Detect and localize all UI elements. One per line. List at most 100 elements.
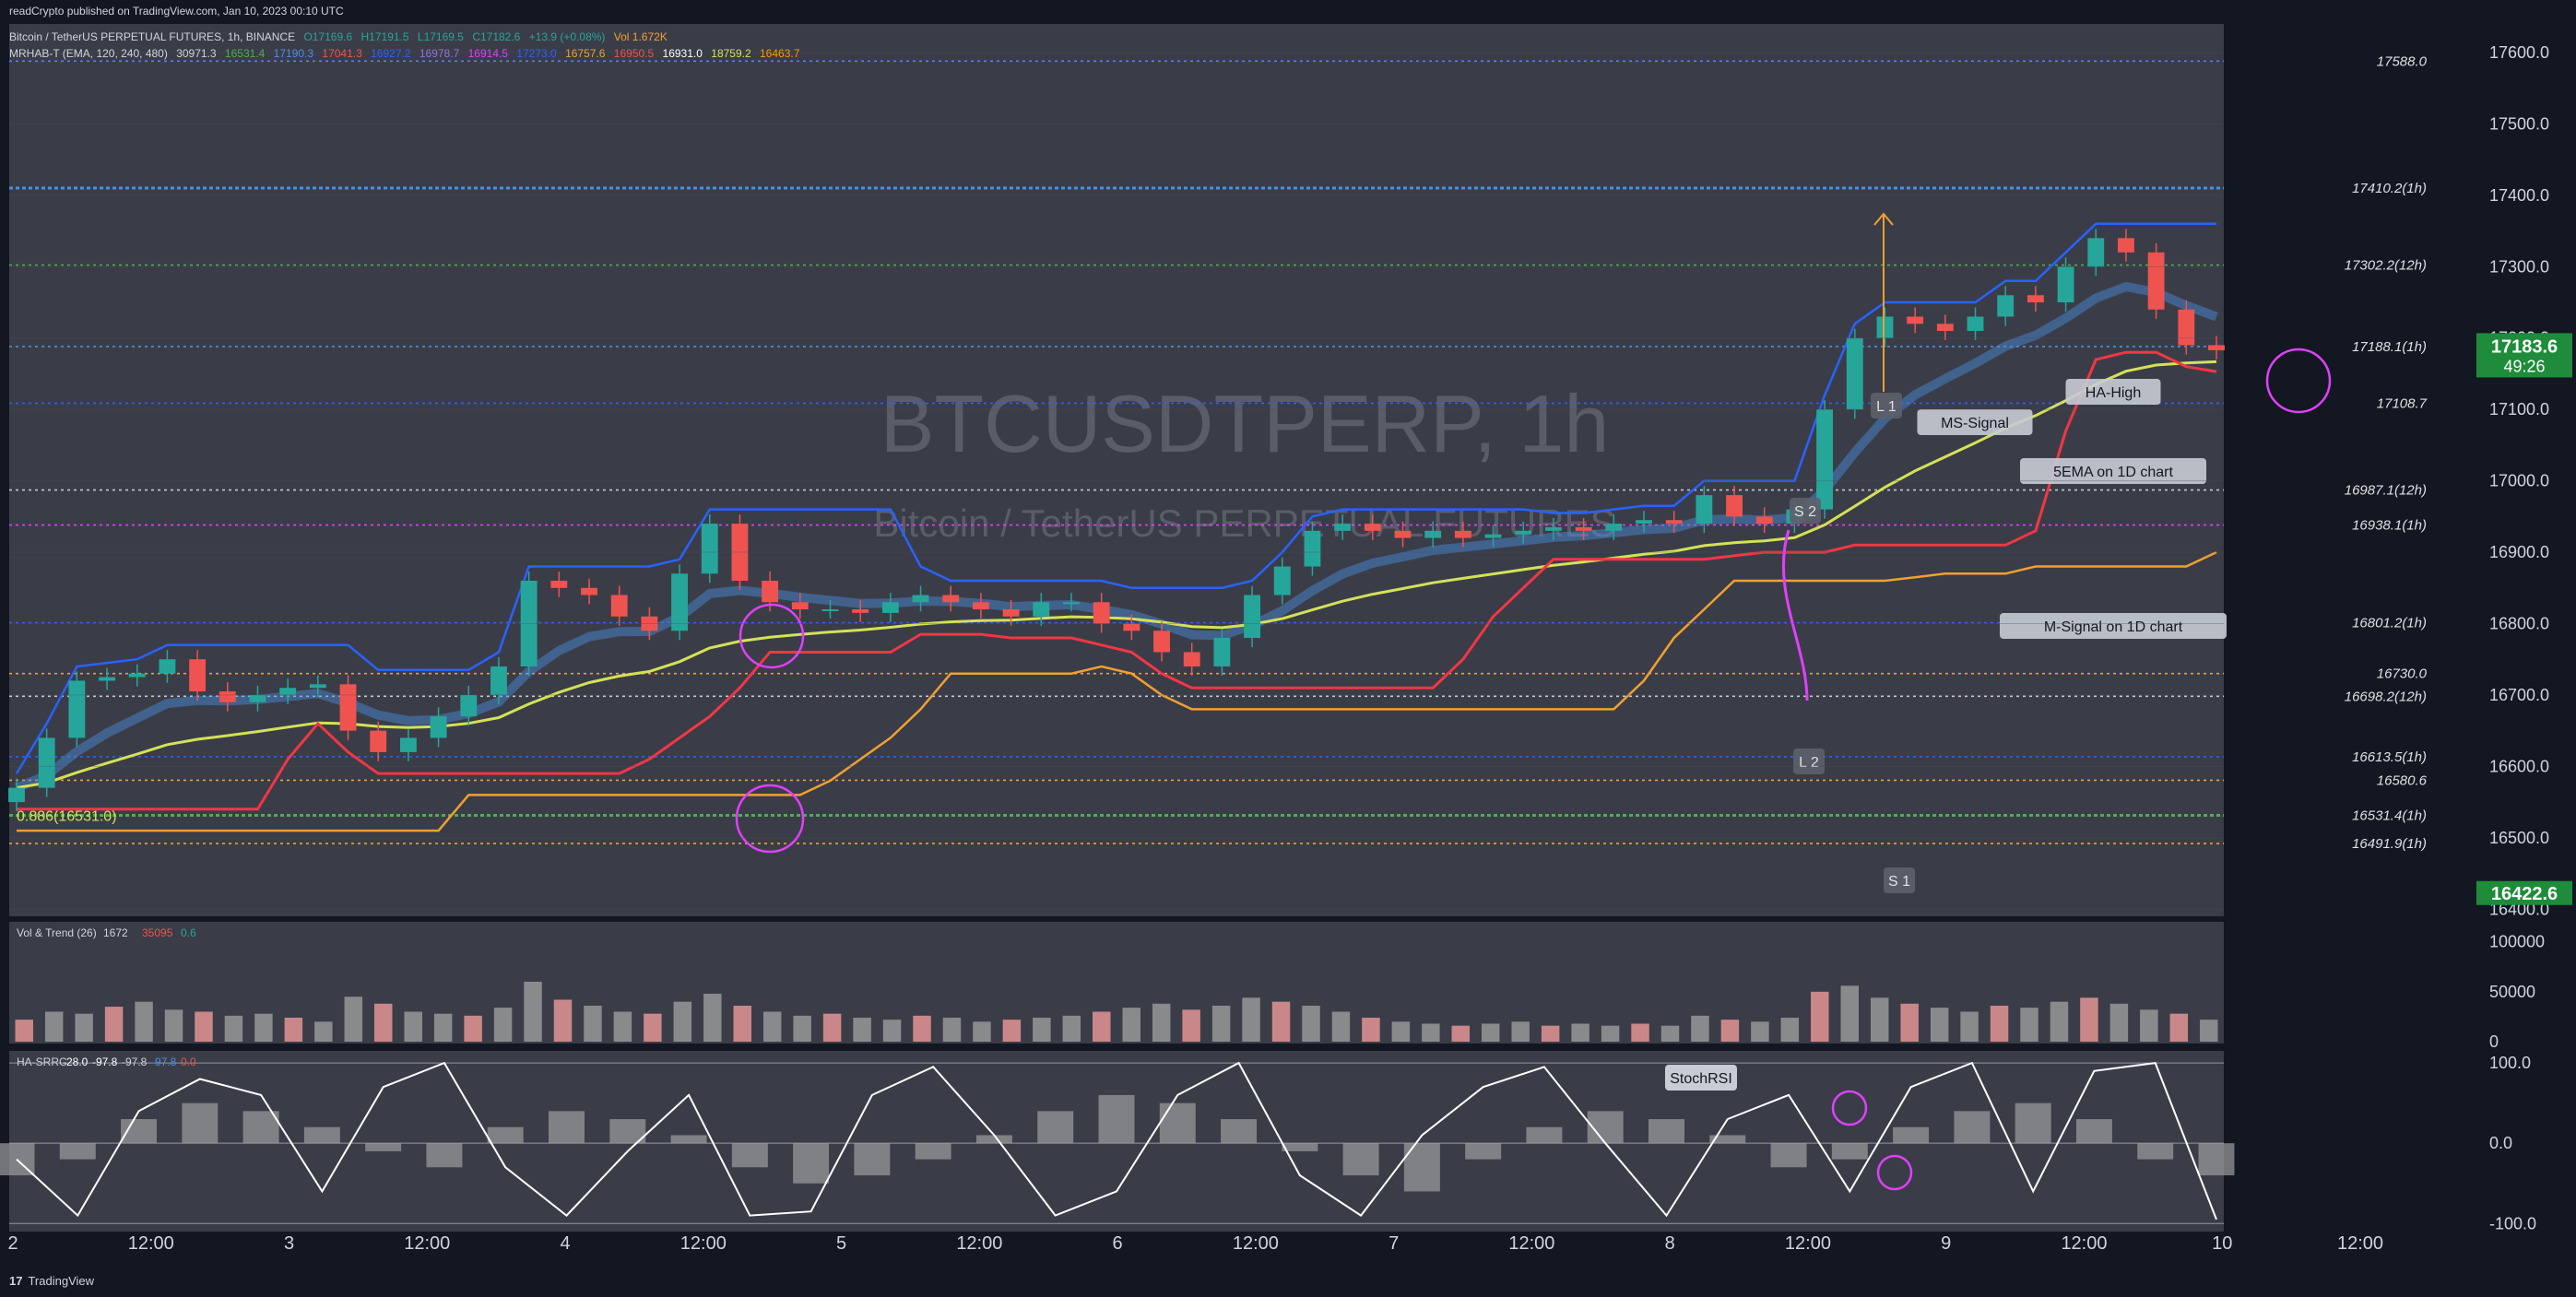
- annotation-box: [1871, 393, 1902, 419]
- volume-bar: [1422, 1023, 1440, 1042]
- candle: [1515, 530, 1532, 535]
- time-tick-label: 12:00: [1508, 1233, 1554, 1254]
- volume-bar: [464, 1015, 482, 1042]
- highlight-circle: [2265, 348, 2332, 414]
- volume-bar: [135, 1001, 153, 1042]
- oscillator-tick-label: 100.0: [2489, 1054, 2531, 1072]
- candle: [520, 581, 538, 666]
- time-tick-label: 12:00: [956, 1233, 1002, 1254]
- volume-bar: [404, 1011, 422, 1042]
- candle: [1755, 516, 1773, 525]
- indicator-header[interactable]: MRHAB-T (EMA, 120, 240, 480) 30971.3 165…: [9, 47, 805, 60]
- candle: [460, 694, 478, 717]
- candle: [2087, 238, 2105, 267]
- countdown-label: 49:26: [2503, 357, 2545, 375]
- volume-bar: [1751, 1021, 1769, 1042]
- price-tick-label: 16500.0: [2489, 829, 2549, 847]
- volume-value: Vol 1.672K: [613, 30, 668, 43]
- tradingview-footer[interactable]: 17 TradingView: [9, 1274, 94, 1288]
- ohlc-low: L17169.5: [417, 30, 464, 43]
- footer-label: TradingView: [28, 1274, 95, 1288]
- annotation-label: MS-Signal: [1941, 416, 2009, 431]
- volume-bar: [1541, 1025, 1560, 1042]
- candle: [1364, 524, 1381, 531]
- volume-bar: [613, 1011, 632, 1042]
- volume-bar: [1331, 1011, 1351, 1042]
- time-tick-label: 12:00: [2337, 1233, 2383, 1254]
- volume-bar: [1152, 1003, 1171, 1042]
- indicator-value: 16950.5: [613, 47, 655, 60]
- annotation-box: [1790, 498, 1821, 524]
- time-tick-label: 6: [1113, 1233, 1123, 1254]
- highlight-circle: [1876, 1154, 1913, 1191]
- level-label: 17108.7: [2377, 395, 2428, 411]
- volume-bar: [1930, 1008, 1949, 1042]
- published-note: readCrypto published on TradingView.com,…: [9, 5, 344, 18]
- candle: [1002, 609, 1020, 617]
- candle: [1424, 530, 1442, 538]
- level-label: 16491.9(1h): [2352, 836, 2427, 852]
- volume-bar: [2050, 1001, 2069, 1042]
- time-tick-label: 5: [836, 1233, 846, 1254]
- candle: [1816, 409, 1834, 510]
- symbol-header: Bitcoin / TetherUS PERPETUAL FUTURES, 1h…: [9, 30, 673, 43]
- symbol-line[interactable]: Bitcoin / TetherUS PERPETUAL FUTURES, 1h…: [9, 30, 296, 43]
- oscillator-histogram-bar: [1037, 1111, 1074, 1144]
- volume-bars: 100000 50000 0 Vol & Trend (26) 1672 35095 0.6: [15, 926, 2545, 1051]
- candle: [610, 595, 628, 617]
- candle: [399, 737, 417, 752]
- level-label: 16531.4(1h): [2352, 808, 2427, 823]
- candle: [1636, 520, 1652, 525]
- stochrsi-line: [16, 1061, 2217, 1220]
- indicator-name[interactable]: MRHAB-T (EMA, 120, 240, 480): [9, 47, 168, 60]
- volume-tick-label: 50000: [2489, 983, 2535, 1001]
- candle: [128, 673, 146, 678]
- indicator-value: 18759.2: [711, 47, 751, 60]
- volume-tick-label: 0: [2489, 1032, 2499, 1051]
- volume-bar: [2169, 1013, 2189, 1042]
- candle: [1063, 602, 1080, 605]
- candle: [641, 616, 658, 631]
- time-tick-label: 12:00: [2061, 1233, 2107, 1254]
- volume-bar: [75, 1013, 93, 1042]
- indicator-value: 17190.3: [273, 47, 314, 60]
- oscillator-histogram-bar: [242, 1111, 279, 1144]
- candle: [1907, 316, 1924, 324]
- oscillator-histogram-bar: [1526, 1126, 1563, 1144]
- volume-bar: [314, 1021, 333, 1042]
- volume-bar: [433, 1013, 453, 1042]
- time-tick-label: 12:00: [128, 1233, 174, 1254]
- candle: [1936, 324, 1954, 331]
- oscillator-histogram-bar: [1465, 1143, 1502, 1160]
- candle: [1846, 337, 1863, 410]
- candle: [1876, 316, 1894, 338]
- oscillator-histogram-bar: [1221, 1119, 1258, 1144]
- volume-bar: [1811, 991, 1829, 1042]
- candle: [2057, 266, 2074, 303]
- oscillator-histogram-bar: [1831, 1143, 1868, 1160]
- volume-bar: [762, 1011, 782, 1042]
- volume-bar: [1660, 1025, 1680, 1042]
- volume-bar: [1062, 1015, 1081, 1042]
- candle: [1665, 520, 1683, 525]
- candle: [1967, 316, 1984, 331]
- oscillator-histogram-bar: [975, 1135, 1012, 1144]
- volume-bar: [1960, 1011, 1979, 1042]
- price-tick-label: 16900.0: [2489, 543, 2549, 561]
- volume-bar: [1451, 1025, 1471, 1042]
- oscillator-histogram-bar: [2137, 1143, 2174, 1160]
- volume-bar: [882, 1020, 902, 1042]
- candle: [1213, 637, 1231, 666]
- oscillator-tick-label: -100.0: [2489, 1214, 2536, 1232]
- oscillator-histogram-bar: [1954, 1111, 1991, 1144]
- price-tick-label: 17300.0: [2489, 257, 2549, 276]
- oscillator-histogram-bar: [1770, 1143, 1807, 1168]
- annotation-box: [1884, 867, 1915, 893]
- oscillator-histogram-bar: [2075, 1119, 2112, 1144]
- arrow-head-icon: [1873, 212, 1894, 226]
- volume-bar: [224, 1015, 243, 1042]
- level-label: 17588.0: [2377, 53, 2428, 69]
- candles: [8, 229, 2225, 812]
- candle: [279, 688, 297, 695]
